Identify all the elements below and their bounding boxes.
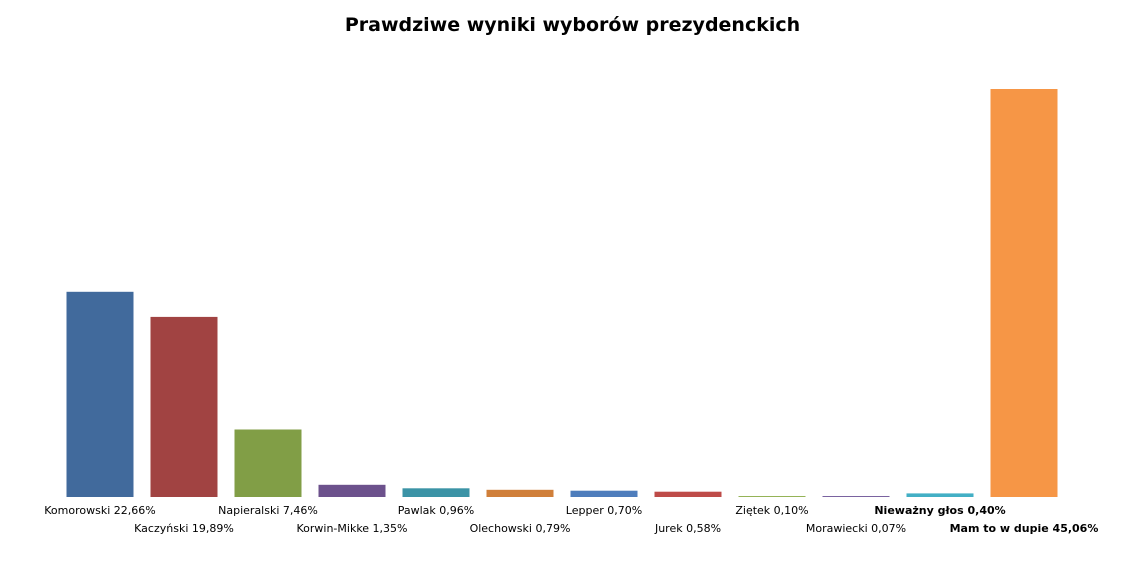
bar-label-11: Nieważny głos 0,40% (874, 504, 1005, 517)
bar-12 (990, 89, 1058, 497)
bar-1 (66, 291, 134, 497)
bar-label-7: Lepper 0,70% (566, 504, 642, 517)
bar-label-2: Kaczyński 19,89% (134, 522, 234, 535)
bar-label-8: Jurek 0,58% (654, 522, 721, 535)
bar-label-9: Ziętek 0,10% (735, 504, 808, 517)
bar-4 (318, 484, 386, 497)
bar-8 (654, 491, 722, 497)
bar-9 (738, 496, 806, 497)
bar-label-1: Komorowski 22,66% (44, 504, 155, 517)
chart-title: Prawdziwe wyniki wyborów prezydenckich (344, 14, 801, 36)
bar-3 (234, 429, 302, 497)
bar-5 (402, 488, 470, 497)
bar-label-4: Korwin-Mikke 1,35% (296, 522, 407, 535)
bar-6 (486, 489, 554, 497)
bar-11 (906, 493, 974, 497)
bar-label-6: Olechowski 0,79% (470, 522, 571, 535)
bar-label-5: Pawlak 0,96% (398, 504, 474, 517)
bar-7 (570, 490, 638, 497)
bar-label-3: Napieralski 7,46% (218, 504, 318, 517)
bar-label-10: Morawiecki 0,07% (806, 522, 906, 535)
bar-label-12: Mam to w dupie 45,06% (950, 522, 1099, 535)
bar-2 (150, 316, 218, 497)
bar-10 (822, 496, 890, 497)
